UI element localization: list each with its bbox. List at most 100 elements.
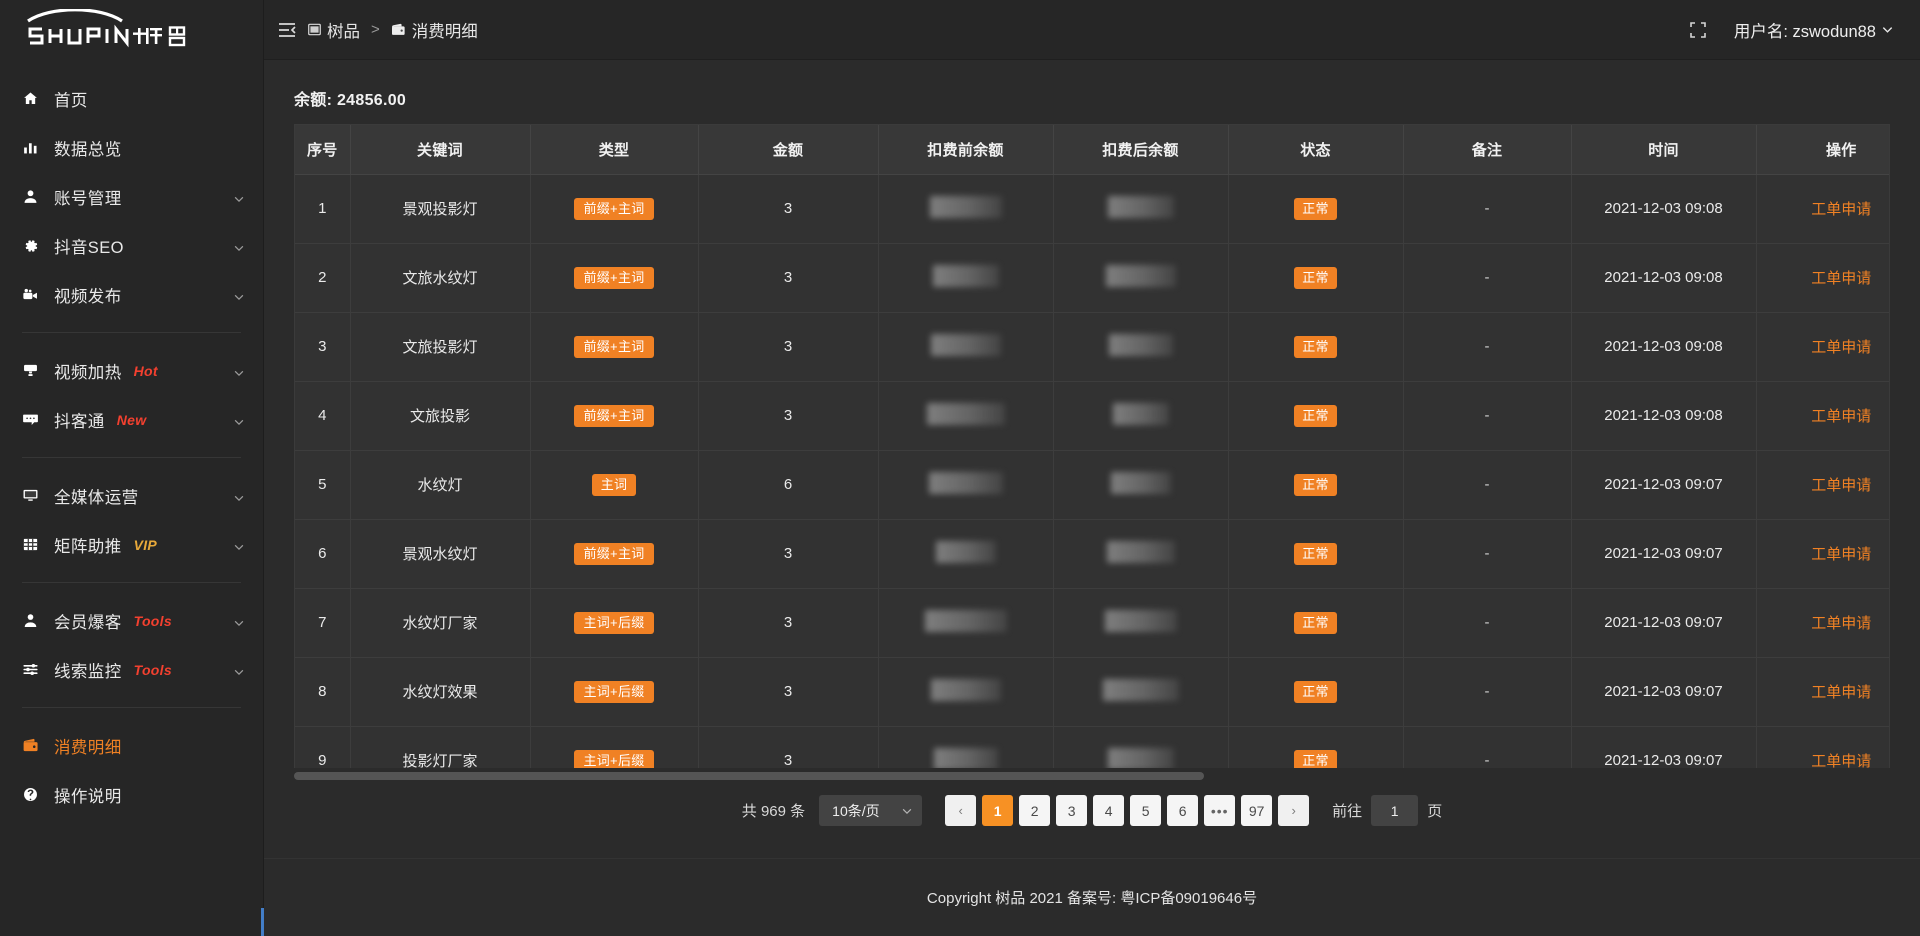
sidebar-item-label: 抖音SEO — [54, 238, 124, 257]
redacted-value — [935, 540, 996, 563]
cell-no: 2 — [295, 243, 351, 313]
ticket-apply-link[interactable]: 工单申请 — [1811, 201, 1872, 218]
sidebar-item-10[interactable]: 会员爆客 Tools — [0, 596, 263, 645]
home-icon — [22, 90, 44, 108]
cell-balance-after — [1053, 450, 1229, 520]
ticket-apply-link[interactable]: 工单申请 — [1811, 753, 1872, 768]
main-area: 树品 > 消费明细 用户名: zswodun88 — [264, 0, 1920, 936]
ticket-apply-link[interactable]: 工单申请 — [1811, 339, 1872, 356]
cell-keyword: 投影灯厂家 — [350, 726, 531, 768]
breadcrumb-item-current[interactable]: 消费明细 — [391, 18, 478, 42]
table-header-row: 序号 关键词 类型 金额 扣费前余额 扣费后余额 状态 备注 时间 操作 — [295, 125, 1889, 175]
table-horizontal-scrollbar[interactable] — [294, 772, 1890, 780]
table-row: 6 景观水纹灯 前缀+主词 3 正常 -2021-12-03 09:07 工单申请 — [295, 519, 1889, 589]
cell-balance-after — [1053, 312, 1229, 382]
cell-balance-after — [1053, 588, 1229, 658]
sidebar-item-9[interactable]: 矩阵助推 VIP — [0, 520, 263, 569]
sidebar-item-7[interactable]: 抖客通 New — [0, 395, 263, 444]
page-size-select[interactable]: 10条/页 — [819, 795, 923, 826]
redacted-value — [926, 402, 1005, 425]
sidebar-item-label: 首页 — [54, 91, 88, 110]
menu-fold-icon[interactable] — [274, 17, 300, 43]
sidebar-item-1[interactable]: 首页 — [0, 74, 263, 123]
breadcrumb-item-root[interactable]: 树品 — [308, 18, 360, 42]
cell-time: 2021-12-03 09:07 — [1571, 657, 1757, 727]
bar-chart-icon — [22, 139, 44, 157]
cell-balance-before — [878, 657, 1054, 727]
type-badge: 主词 — [591, 473, 637, 496]
cell-amount: 3 — [698, 588, 879, 658]
ticket-apply-link[interactable]: 工单申请 — [1811, 546, 1872, 563]
member-icon — [22, 612, 44, 630]
pagination-next-button[interactable]: › — [1278, 795, 1310, 826]
table-column-header: 操作 — [1756, 125, 1889, 175]
sidebar-item-6[interactable]: 视频加热 Hot — [0, 346, 263, 395]
pagination-page-last[interactable]: 97 — [1241, 795, 1273, 826]
redacted-value — [1106, 540, 1175, 563]
pagination-page-6[interactable]: 6 — [1167, 795, 1199, 826]
sidebar-divider — [22, 707, 241, 708]
cell-remark: - — [1403, 312, 1572, 382]
status-badge: 正常 — [1294, 404, 1337, 427]
sidebar-item-5[interactable]: 视频发布 — [0, 270, 263, 319]
cell-time: 2021-12-03 09:07 — [1571, 519, 1757, 589]
type-badge: 前缀+主词 — [574, 335, 654, 358]
status-badge: 正常 — [1294, 749, 1337, 768]
pagination-prev-button[interactable]: ‹ — [945, 795, 977, 826]
cell-balance-before — [878, 519, 1054, 589]
cell-no: 5 — [295, 450, 351, 520]
pagination-page-4[interactable]: 4 — [1093, 795, 1125, 826]
cell-operation: 工单申请 — [1756, 381, 1889, 451]
cell-type: 前缀+主词 — [530, 381, 699, 451]
sidebar-item-11[interactable]: 线索监控 Tools — [0, 645, 263, 694]
ticket-apply-link[interactable]: 工单申请 — [1811, 477, 1872, 494]
pagination-page-3[interactable]: 3 — [1056, 795, 1088, 826]
table-column-header: 扣费前余额 — [878, 125, 1054, 175]
cell-amount: 6 — [698, 450, 879, 520]
scrollbar-thumb[interactable] — [294, 772, 1204, 780]
pagination-page-1[interactable]: 1 — [982, 795, 1014, 826]
cell-keyword: 水纹灯效果 — [350, 657, 531, 727]
cell-balance-after — [1053, 657, 1229, 727]
grid-icon — [22, 536, 44, 554]
ticket-apply-link[interactable]: 工单申请 — [1811, 615, 1872, 632]
sidebar-item-3[interactable]: 账号管理 — [0, 172, 263, 221]
cell-keyword: 文旅投影灯 — [350, 312, 531, 382]
sidebar-item-12[interactable]: 消费明细 — [0, 721, 263, 770]
cell-status: 正常 — [1228, 243, 1404, 313]
chevron-down-icon — [233, 240, 245, 252]
pagination-ellipsis[interactable]: ••• — [1204, 795, 1236, 826]
sidebar-item-8[interactable]: 全媒体运营 — [0, 471, 263, 520]
sidebar-item-2[interactable]: 数据总览 — [0, 123, 263, 172]
user-menu[interactable]: 用户名: zswodun88 — [1734, 18, 1894, 42]
table-column-header: 扣费后余额 — [1053, 125, 1229, 175]
pagination-page-5[interactable]: 5 — [1130, 795, 1162, 826]
ticket-apply-link[interactable]: 工单申请 — [1811, 408, 1872, 425]
goto-page-input[interactable] — [1371, 795, 1419, 826]
cell-keyword: 文旅投影 — [350, 381, 531, 451]
ticket-apply-link[interactable]: 工单申请 — [1811, 270, 1872, 287]
cell-time: 2021-12-03 09:07 — [1571, 588, 1757, 658]
type-badge: 前缀+主词 — [574, 542, 654, 565]
status-badge: 正常 — [1294, 266, 1337, 289]
question-circle-icon — [22, 786, 44, 804]
redacted-value — [1102, 678, 1179, 701]
pagination-page-2[interactable]: 2 — [1019, 795, 1051, 826]
redacted-value — [924, 609, 1007, 632]
fullscreen-icon[interactable] — [1688, 20, 1708, 40]
pagination-total: 共 969 条 — [741, 803, 806, 820]
brand-logo[interactable] — [0, 0, 263, 60]
sidebar-item-label: 抖客通 — [54, 412, 105, 431]
sidebar-scrollbar[interactable] — [261, 908, 264, 936]
sidebar-item-tag: Tools — [133, 661, 172, 678]
breadcrumb-root-label: 树品 — [327, 22, 360, 41]
chevron-down-icon — [233, 365, 245, 377]
sidebar-item-13[interactable]: 操作说明 — [0, 770, 263, 819]
cell-balance-before — [878, 726, 1054, 768]
megaphone-icon — [22, 362, 44, 380]
ticket-apply-link[interactable]: 工单申请 — [1811, 684, 1872, 701]
cell-remark: - — [1403, 174, 1572, 244]
sidebar-item-4[interactable]: 抖音SEO — [0, 221, 263, 270]
redacted-value — [1107, 747, 1174, 768]
